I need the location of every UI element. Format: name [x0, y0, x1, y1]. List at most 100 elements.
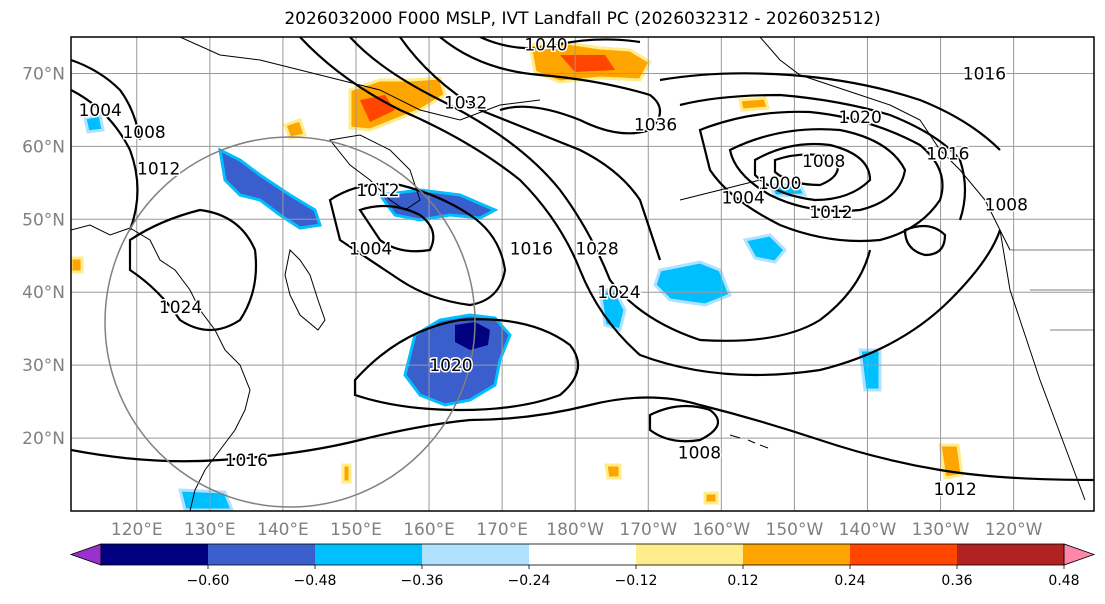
map-frame	[70, 36, 1095, 512]
isobar-1024-west	[128, 208, 258, 331]
lon-tick-label: 170°W	[619, 520, 677, 540]
isobar-label: 1012	[809, 203, 852, 223]
colorbar-over-extend	[1063, 543, 1096, 566]
isobar-label: 1016	[963, 64, 1006, 84]
isobar-1008-south	[648, 404, 720, 443]
us-state-borders	[1010, 249, 1094, 331]
lon-tick-label: 150°E	[330, 520, 382, 540]
lat-tick-label: 50°N	[22, 210, 65, 230]
isobars	[71, 37, 1094, 482]
hawaii-islands	[729, 434, 769, 449]
colorbar-tick-label: −0.60	[187, 573, 230, 589]
isobar-1012-east	[698, 110, 944, 243]
colorbar-segment	[101, 544, 209, 565]
ivt-negative-region	[218, 147, 322, 230]
alaska-coastline	[759, 37, 1011, 251]
aleutians-chain	[679, 179, 761, 201]
lon-tick-label: 180°W	[546, 520, 604, 540]
ivt-negative-region	[178, 488, 234, 511]
ivt-negative-region	[83, 113, 105, 134]
isobar-label: 1004	[79, 101, 122, 121]
colorbar-segment	[957, 544, 1065, 565]
isobar-label: 1012	[356, 181, 399, 201]
colorbar-frame	[100, 543, 1065, 566]
colorbar-segment	[315, 544, 423, 565]
longitude-labels: 120°E 130°E 140°E 150°E 160°E 170°E 180°W 170°W…	[111, 520, 1043, 540]
isobar-label: 1008	[678, 444, 721, 464]
ivt-negative-region	[742, 233, 788, 264]
colorbar-segment	[529, 544, 637, 565]
lon-tick-label: 140°E	[257, 520, 309, 540]
lon-tick-label: 150°W	[766, 520, 824, 540]
isobar-label: 1020	[429, 356, 472, 376]
ivt-positive-region	[703, 491, 719, 505]
isobar-1020-high	[353, 318, 580, 412]
isobar-1008-low	[358, 204, 435, 253]
colorbar-tick-label: 0.48	[1048, 573, 1079, 589]
isobar-label: 1024	[159, 298, 202, 318]
isobar-label: 1000	[758, 174, 801, 194]
isobar-1008-east	[728, 128, 907, 213]
isobar-label: 1012	[137, 159, 180, 179]
colorbar: −0.60 −0.48 −0.36 −0.24 −0.12 0.12 0.24 0.36 0.4…	[69, 543, 1096, 589]
colorbar-tick-label: 0.12	[727, 573, 758, 589]
isobar-1012-west	[71, 89, 139, 231]
lat-tick-label: 30°N	[22, 356, 65, 376]
colorbar-segment	[208, 544, 316, 565]
colorbar-tick-label: −0.24	[508, 573, 551, 589]
colorbar-tick-label: −0.48	[294, 573, 337, 589]
isobar-1012-pacific	[328, 182, 507, 307]
isobar-label: 1008	[802, 152, 845, 172]
isobar-label: 1036	[634, 116, 677, 136]
colorbar-segment	[850, 544, 958, 565]
colorbar-segment	[636, 544, 744, 565]
isobar-1008-west	[71, 58, 142, 141]
isobar-1028	[349, 37, 872, 342]
kamchatka-coastline	[329, 134, 421, 211]
lon-tick-label: 170°E	[476, 520, 528, 540]
isobar-label: 1004	[722, 188, 765, 208]
isobar-1040	[479, 37, 641, 50]
isobar-label: 1016	[510, 239, 553, 259]
colorbar-segment	[743, 544, 851, 565]
ivt-negative-region	[653, 260, 732, 307]
isobar-label: 1020	[839, 108, 882, 128]
isobar-1000-east	[773, 153, 839, 187]
japan-coastline	[284, 248, 326, 331]
lon-tick-label: 120°E	[111, 520, 163, 540]
ivt-positive-region	[560, 55, 615, 72]
siberia-coastline	[179, 37, 541, 121]
ivt-negative-region	[455, 322, 490, 350]
latitude-labels: 70°N 60°N 50°N 40°N 30°N 20°N	[22, 64, 65, 449]
isobar-1032	[399, 37, 662, 261]
ivt-positive-region	[738, 96, 770, 112]
isobar-label: 1028	[575, 239, 618, 259]
isobar-1004-east	[753, 142, 872, 202]
isobar-1016	[71, 396, 1094, 482]
ivt-positive-region	[283, 118, 307, 140]
ivt-positive-region	[938, 443, 964, 480]
lon-tick-label: 130°W	[912, 520, 970, 540]
isobar-label: 1004	[349, 239, 392, 259]
ivt-positive-region	[604, 463, 622, 480]
isobar-label: 1012	[934, 480, 977, 500]
lat-tick-label: 70°N	[22, 64, 65, 84]
lon-tick-label: 160°W	[692, 520, 750, 540]
lon-tick-label: 140°W	[839, 520, 897, 540]
isobar-label: 1016	[225, 451, 268, 471]
isobar-1016-east	[679, 93, 967, 221]
isobar-label: 1024	[597, 283, 640, 303]
region-circle	[104, 136, 476, 508]
ivt-positive-region	[341, 463, 352, 484]
lat-tick-label: 40°N	[22, 283, 65, 303]
ivt-positive-region	[71, 256, 84, 274]
isobar-label: 1032	[444, 94, 487, 114]
ivt-negative-region	[858, 348, 882, 392]
map-title: 2026032000 F000 MSLP, IVT Landfall PC (2…	[284, 9, 881, 29]
isobar-1012-small	[903, 224, 947, 257]
isobar-label: 1016	[926, 145, 969, 165]
colorbar-segment	[422, 544, 530, 565]
ivt-negative-region	[598, 288, 627, 332]
isobar-1020-east	[659, 72, 1001, 151]
